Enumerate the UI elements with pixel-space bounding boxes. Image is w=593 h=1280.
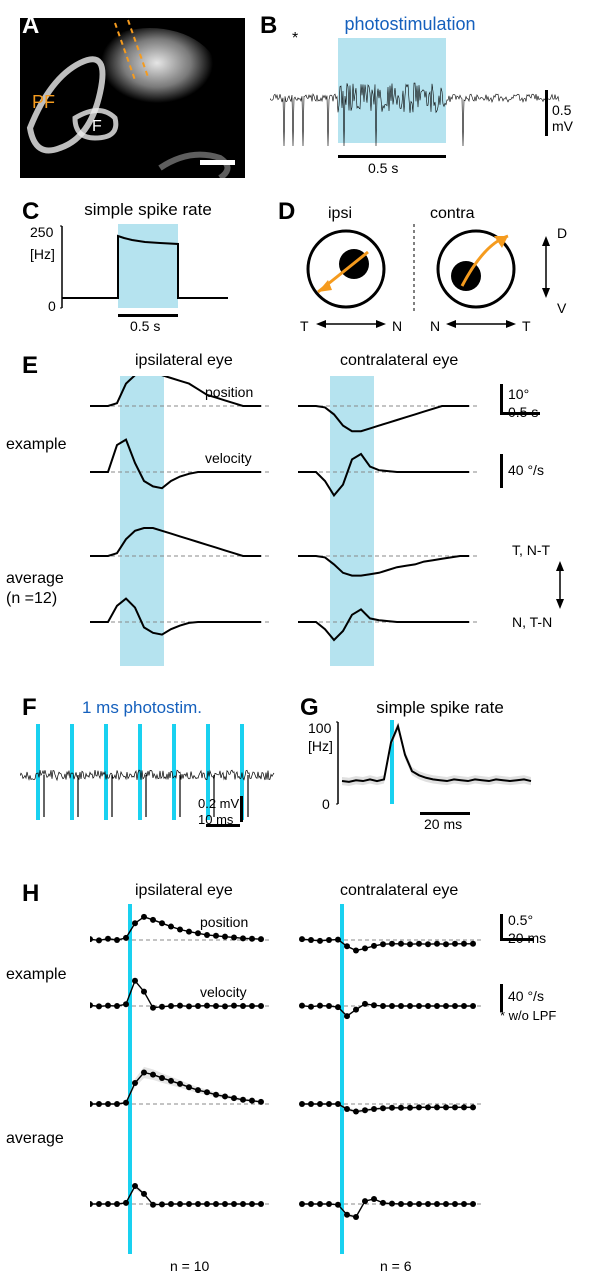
example-E: example [6,436,66,454]
average-H: average [6,1130,64,1148]
ymax-C: 250 [30,224,53,240]
title-F: 1 ms photostim. [62,698,222,718]
nIpsi-H: n = 10 [170,1258,209,1274]
scale-y-B-label: 0.5 mV [552,102,593,134]
label-C: C [22,198,39,226]
trace-F [20,720,275,830]
D-D: D [557,225,567,241]
T-contra: T [522,318,531,334]
traces-E [90,376,490,672]
ipsi-title-E: ipsilateral eye [135,352,233,370]
yunit-C: [Hz] [30,246,55,262]
ipsi-title-H: ipsilateral eye [135,882,233,900]
arrow-E [550,555,570,615]
ymin-G: 0 [322,796,330,812]
pos-scale-E-label: 10° [508,386,529,402]
scale-x-F-label: 10 ms [198,812,233,827]
example-H: example [6,966,66,984]
average-E: average [6,570,64,588]
tn-ipsi [310,314,400,334]
axisBot-E: N, T-N [512,614,552,630]
scale-x-B [338,155,446,158]
pos-scale-E [500,384,503,412]
rate-G [336,720,566,810]
label-PF: PF [32,92,55,113]
title-B: photostimulation [330,14,490,35]
scale-y-B [545,90,548,136]
label-B: B [260,12,277,40]
axisTop-E: T, N-T [512,542,550,558]
tn-contra [440,314,530,334]
D-V: V [557,300,566,316]
label-F: F [92,118,102,136]
scale-x-C [118,314,178,317]
scale-y-F [240,796,243,822]
avgN-E: (n =12) [6,590,57,608]
note-H: * w/o LPF [500,1008,556,1023]
ipsi-D: ipsi [328,205,352,223]
vel-scale-E [500,454,503,488]
label-G: G [300,694,319,722]
label-H: H [22,880,39,908]
traces-H [90,904,490,1260]
scale-x-G-label: 20 ms [424,816,462,832]
label-A: A [22,12,39,40]
label-F: F [22,694,37,722]
vel-scale-E-label: 40 °/s [508,462,544,478]
asterisk-B: * [292,30,298,48]
contra-D: contra [430,205,474,223]
pos-scale-H [500,914,503,938]
ymax-G: 100 [308,720,331,736]
scale-x-B-label: 0.5 s [368,160,398,176]
title-C: simple spike rate [68,200,228,220]
yunit-G: [Hz] [308,738,333,754]
scale-y-F-label: 0.2 mV [198,796,239,811]
N-contra: N [430,318,440,334]
contra-title-E: contralateral eye [340,352,458,370]
time-scale-H-label: 20 ms [508,930,546,946]
pos-scale-H-label: 0.5° [508,912,533,928]
axes-C [60,224,230,314]
trace-B [270,38,560,150]
label-D: D [278,198,295,226]
title-G: simple spike rate [360,698,520,718]
time-scale-E-label: 0.5 s [508,404,538,420]
scale-x-G [420,812,470,815]
nContra-H: n = 6 [380,1258,412,1274]
ymin-C: 0 [48,298,56,314]
vel-scale-H-label: 40 °/s [508,988,544,1004]
scale-x-C-label: 0.5 s [130,318,160,334]
N-ipsi: N [392,318,402,334]
T-ipsi: T [300,318,309,334]
contra-title-H: contralateral eye [340,882,458,900]
label-E: E [22,352,38,380]
